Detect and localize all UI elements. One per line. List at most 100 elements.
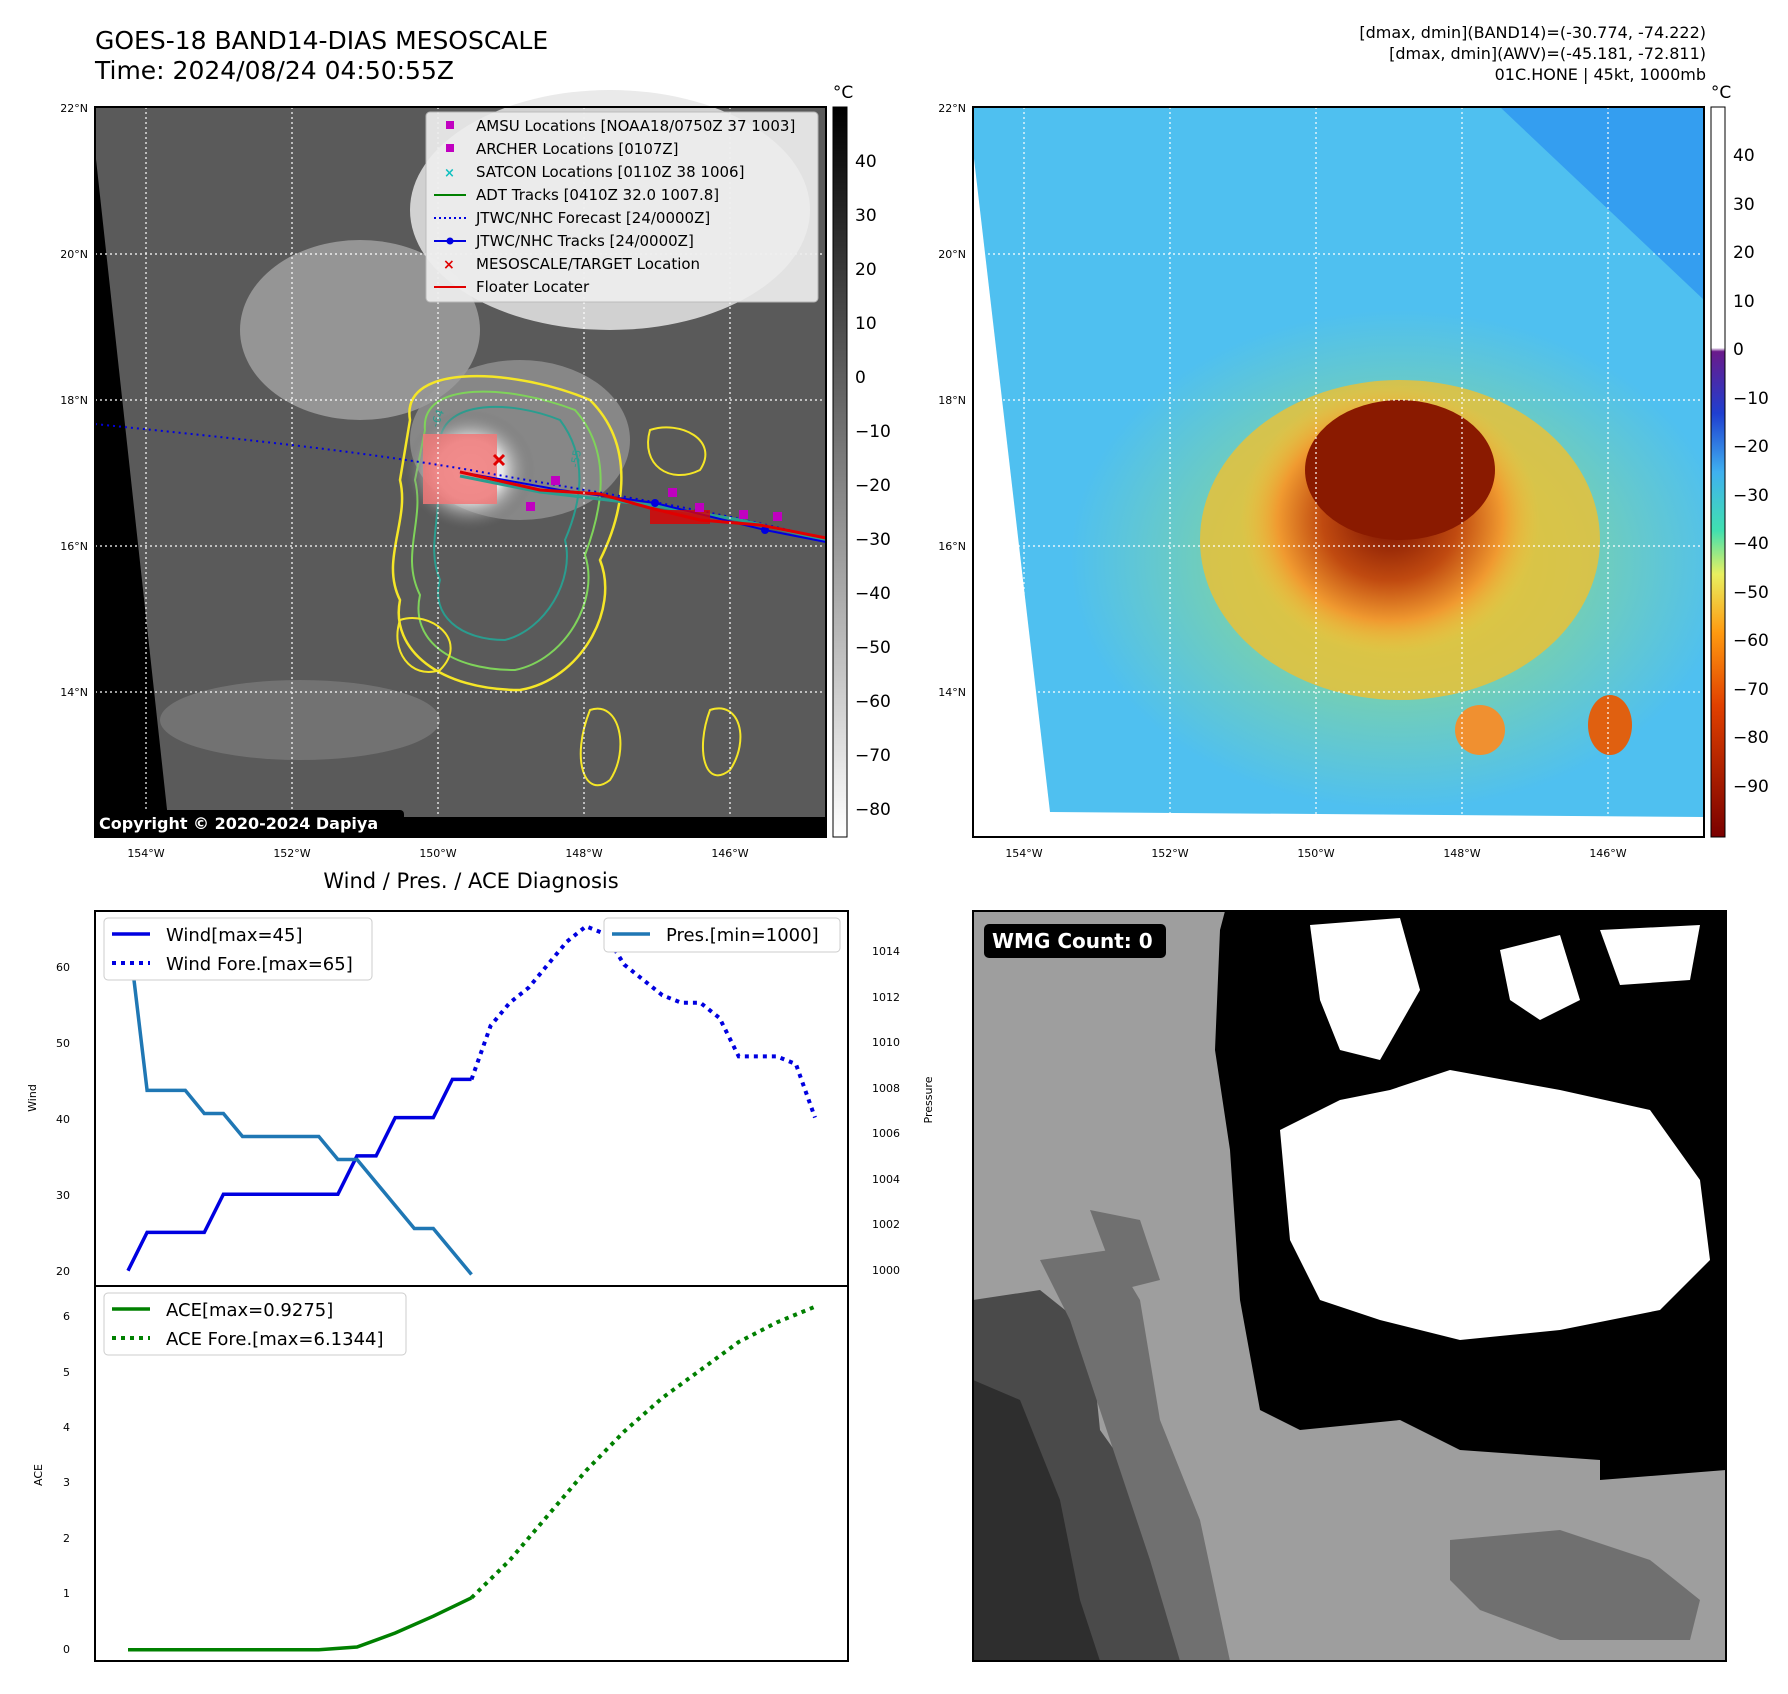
svg-text:AMSU Locations [NOAA18/0750Z 3: AMSU Locations [NOAA18/0750Z 37 1003] (476, 117, 795, 135)
svg-text:154°W: 154°W (127, 847, 164, 860)
svg-text:16°N: 16°N (938, 540, 966, 553)
svg-text:JTWC/NHC Forecast [24/0000Z]: JTWC/NHC Forecast [24/0000Z] (475, 209, 710, 227)
wind-ylabel: Wind (26, 1084, 39, 1112)
ir-cloud-band (240, 240, 480, 420)
svg-text:60: 60 (56, 961, 70, 974)
svg-text:1012: 1012 (872, 991, 900, 1004)
svg-text:40: 40 (855, 152, 877, 172)
svg-text:50: 50 (56, 1037, 70, 1050)
svg-text:−40: −40 (855, 584, 891, 604)
legend-entry-amsu: AMSU Locations [NOAA18/0750Z 37 1003] (446, 117, 795, 135)
svg-text:−70: −70 (1733, 680, 1769, 700)
legend-label-ace: ACE[max=0.9275] (166, 1300, 333, 1321)
svg-text:−40: −40 (1733, 534, 1769, 554)
svg-text:20: 20 (56, 1265, 70, 1278)
svg-text:30: 30 (855, 206, 877, 226)
amsu-marker (773, 512, 782, 521)
svg-text:148°W: 148°W (1443, 847, 1480, 860)
ir-cloud-low (160, 680, 440, 760)
svg-text:20°N: 20°N (938, 248, 966, 261)
svg-text:−60: −60 (1733, 631, 1769, 651)
ir-lon-labels: 154°W 152°W 150°W 148°W 146°W (127, 847, 748, 860)
svg-text:−20: −20 (855, 476, 891, 496)
legend-entry-forecast: JTWC/NHC Forecast [24/0000Z] (434, 209, 710, 227)
dias-cell-east (1588, 695, 1632, 755)
svg-text:1014: 1014 (872, 945, 900, 958)
svg-text:SATCON Locations [0110Z 38 100: SATCON Locations [0110Z 38 1006] (476, 163, 744, 181)
svg-text:ARCHER Locations [0107Z]: ARCHER Locations [0107Z] (476, 140, 679, 158)
jtwc-forecast-track (94, 423, 827, 541)
contour-yellow-southwest (396, 617, 452, 673)
svg-text:150°W: 150°W (1297, 847, 1334, 860)
svg-text:4: 4 (63, 1421, 70, 1434)
pressure-series-line (126, 929, 473, 1276)
legend-label-wind-forecast: Wind Fore.[max=65] (166, 954, 353, 975)
svg-text:22°N: 22°N (938, 102, 966, 115)
copyright-box (94, 810, 404, 836)
ir-map-frame (94, 106, 827, 838)
svg-text:1010: 1010 (872, 1036, 900, 1049)
info-line-2: [dmax, dmin](AWV)=(-45.181, -72.811) (1389, 44, 1706, 63)
dias-gridlines (973, 107, 1704, 837)
wmg-white-north (1310, 918, 1420, 1060)
svg-text:16°N: 16°N (60, 540, 88, 553)
svg-text:146°W: 146°W (1589, 847, 1626, 860)
svg-text:10: 10 (1733, 292, 1755, 312)
info-line-3: 01C.HONE | 45kt, 1000mb (1494, 65, 1706, 84)
svg-text:152°W: 152°W (273, 847, 310, 860)
svg-text:150°W: 150°W (419, 847, 456, 860)
legend-entry-target: × MESOSCALE/TARGET Location (443, 255, 700, 273)
dias-lat-labels: 22°N 20°N 18°N 16°N 14°N (938, 102, 966, 699)
contour-green-main (411, 390, 602, 672)
ir-colorbar-ticks: 40 30 20 10 0 −10 −20 −30 −40 −50 −60 −7… (855, 152, 891, 820)
legend-entry-archer: ARCHER Locations [0107Z] (446, 140, 679, 158)
svg-text:ADT Tracks [0410Z 32.0 1007.8]: ADT Tracks [0410Z 32.0 1007.8] (476, 186, 719, 204)
jtwc-track-point (651, 499, 659, 507)
storm-info: [dmax, dmin](BAND14)=(-30.774, -74.222) … (1359, 22, 1706, 85)
amsu-marker (668, 488, 677, 497)
svg-text:148°W: 148°W (565, 847, 602, 860)
contour-label-55: -55 (568, 449, 584, 469)
legend-entry-adt: ADT Tracks [0410Z 32.0 1007.8] (434, 186, 719, 204)
pressure-yticks: 1014 1012 1010 1008 1006 1004 1002 1000 (872, 945, 900, 1277)
svg-text:22°N: 22°N (60, 102, 88, 115)
wmg-mid-gray-patch (1090, 1210, 1160, 1290)
svg-text:40: 40 (1733, 146, 1755, 166)
ir-legend (425, 111, 819, 303)
dias-deep-blue (1500, 107, 1704, 300)
ace-legend (103, 1292, 407, 1356)
dias-colorbar (1710, 106, 1726, 838)
svg-text:−30: −30 (1733, 486, 1769, 506)
svg-text:MESOSCALE/TARGET Location: MESOSCALE/TARGET Location (476, 255, 700, 273)
ir-gridlines (95, 107, 826, 817)
svg-text:×: × (443, 257, 455, 273)
svg-text:0: 0 (63, 1643, 70, 1656)
svg-text:40: 40 (56, 1113, 70, 1126)
svg-text:30: 30 (1733, 195, 1755, 215)
contour-teal-main (433, 405, 581, 642)
contour-yellow-main (391, 374, 623, 692)
svg-text:146°W: 146°W (711, 847, 748, 860)
ace-axes-frame (94, 1285, 849, 1662)
svg-text:−90: −90 (1733, 777, 1769, 797)
svg-text:−10: −10 (855, 422, 891, 442)
ace-ylabel: ACE (32, 1464, 45, 1486)
svg-text:−80: −80 (855, 800, 891, 820)
wmg-panel: WMG Count: 0 (972, 910, 1727, 1662)
legend-label-wind: Wind[max=45] (166, 925, 303, 946)
legend-entry-floater: Floater Locater (434, 278, 590, 296)
svg-text:5: 5 (63, 1366, 70, 1379)
figure-title: GOES-18 BAND14-DIAS MESOSCALE Time: 2024… (95, 26, 548, 86)
svg-text:30: 30 (56, 1189, 70, 1202)
diagnosis-title: Wind / Pres. / ACE Diagnosis (323, 869, 618, 893)
wmg-count-badge (984, 924, 1166, 958)
svg-text:−60: −60 (855, 692, 891, 712)
svg-text:−50: −50 (855, 638, 891, 658)
wmg-white-northeast (1500, 935, 1580, 1020)
wmg-white-northeast-2 (1600, 925, 1700, 985)
amsu-marker (695, 503, 704, 512)
pressure-ylabel: Pressure (922, 1076, 935, 1123)
ir-map-panel: -64 -55 (60, 83, 891, 860)
dias-colorbar-ticks: 40 30 20 10 0 −10 −20 −30 −40 −50 −60 −7… (1733, 146, 1769, 797)
pressure-legend (603, 917, 841, 953)
